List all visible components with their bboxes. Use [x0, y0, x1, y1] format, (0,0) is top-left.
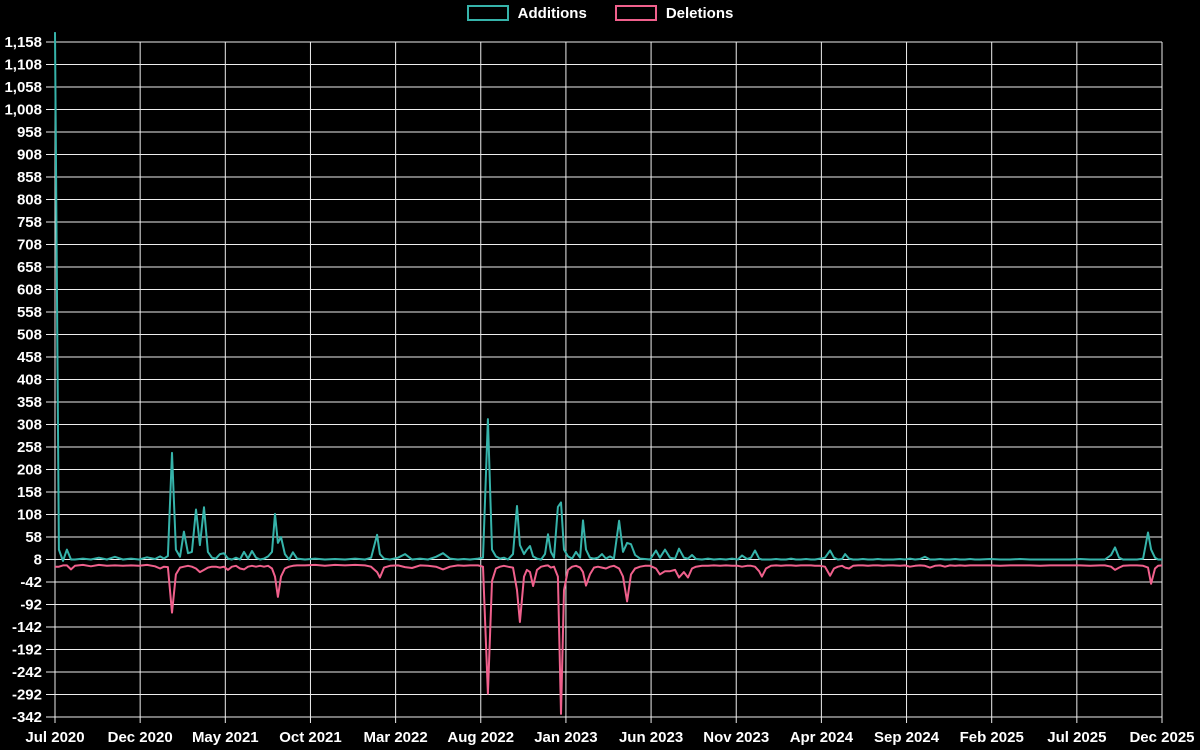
y-tick-label: 508 [17, 327, 42, 344]
additions-line [54, 32, 1162, 562]
y-tick-label: 808 [17, 192, 42, 209]
y-tick-label: 858 [17, 169, 42, 186]
additions-swatch-icon [466, 5, 509, 21]
y-tick-label: 258 [17, 439, 42, 456]
y-tick-label: -142 [12, 619, 42, 636]
y-tick-label: 1,058 [4, 79, 42, 96]
x-tick-label: May 2021 [192, 729, 259, 746]
y-tick-label: 408 [17, 372, 42, 389]
legend-label-additions: Additions [517, 4, 587, 22]
y-tick-label: 308 [17, 417, 42, 434]
x-tick-label: Oct 2021 [279, 729, 342, 746]
y-tick-label: -92 [20, 597, 42, 614]
y-tick-label: 58 [25, 529, 42, 546]
x-tick-label: Jul 2025 [1047, 729, 1106, 746]
y-tick-label: 758 [17, 214, 42, 231]
legend-item-deletions[interactable]: Deletions [614, 4, 734, 22]
x-tick-label: Sep 2024 [874, 729, 940, 746]
x-tick-label: Mar 2022 [364, 729, 428, 746]
y-tick-label: 8 [34, 552, 42, 569]
y-tick-label: 558 [17, 304, 42, 321]
y-tick-label: -192 [12, 642, 42, 659]
y-tick-label: -42 [20, 574, 42, 591]
x-tick-label: Jan 2023 [534, 729, 597, 746]
y-tick-label: 1,158 [4, 34, 42, 51]
y-tick-label: 1,008 [4, 102, 42, 119]
y-tick-label: 108 [17, 507, 42, 524]
chart-legend: Additions Deletions [0, 5, 1200, 21]
y-tick-label: 458 [17, 349, 42, 366]
y-tick-label: -242 [12, 664, 42, 681]
x-tick-label: Nov 2023 [703, 729, 769, 746]
x-tick-label: Dec 2025 [1129, 729, 1194, 746]
y-tick-label: 208 [17, 462, 42, 479]
x-tick-label: Apr 2024 [790, 729, 854, 746]
deletions-swatch-icon [614, 5, 657, 21]
y-tick-label: 158 [17, 484, 42, 501]
y-tick-label: 708 [17, 237, 42, 254]
y-tick-label: 608 [17, 282, 42, 299]
y-tick-label: 958 [17, 124, 42, 141]
legend-label-deletions: Deletions [665, 4, 734, 22]
x-tick-label: Aug 2022 [447, 729, 514, 746]
legend-item-additions[interactable]: Additions [466, 4, 587, 22]
y-tick-label: -342 [12, 709, 42, 726]
x-tick-label: Jul 2020 [25, 729, 84, 746]
y-tick-label: 658 [17, 259, 42, 276]
y-tick-label: 908 [17, 147, 42, 164]
y-tick-label: -292 [12, 687, 42, 704]
y-tick-label: 1,108 [4, 57, 42, 74]
y-tick-label: 358 [17, 394, 42, 411]
x-tick-label: Dec 2020 [108, 729, 173, 746]
x-tick-label: Jun 2023 [619, 729, 683, 746]
x-tick-label: Feb 2025 [960, 729, 1024, 746]
deletions-line [55, 563, 1163, 715]
